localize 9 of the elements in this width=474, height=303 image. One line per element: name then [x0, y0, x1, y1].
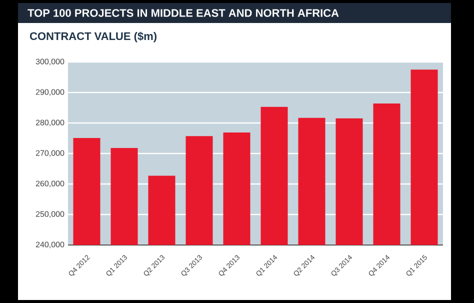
- y-tick-label: 300,000: [36, 58, 64, 66]
- chart-title: TOP 100 PROJECTS IN MIDDLE EAST AND NORTH AFRICA: [28, 9, 339, 17]
- y-tick-label: 240,000: [36, 242, 64, 248]
- y-tick-label: 290,000: [36, 89, 64, 96]
- y-tick-label: 270,000: [36, 150, 64, 157]
- y-tick-label: 260,000: [36, 180, 64, 188]
- y-tick-label: 250,000: [36, 211, 64, 218]
- y-tick-label: 280,000: [36, 120, 64, 126]
- chart-subtitle: CONTRACT VALUE ($m): [30, 32, 156, 42]
